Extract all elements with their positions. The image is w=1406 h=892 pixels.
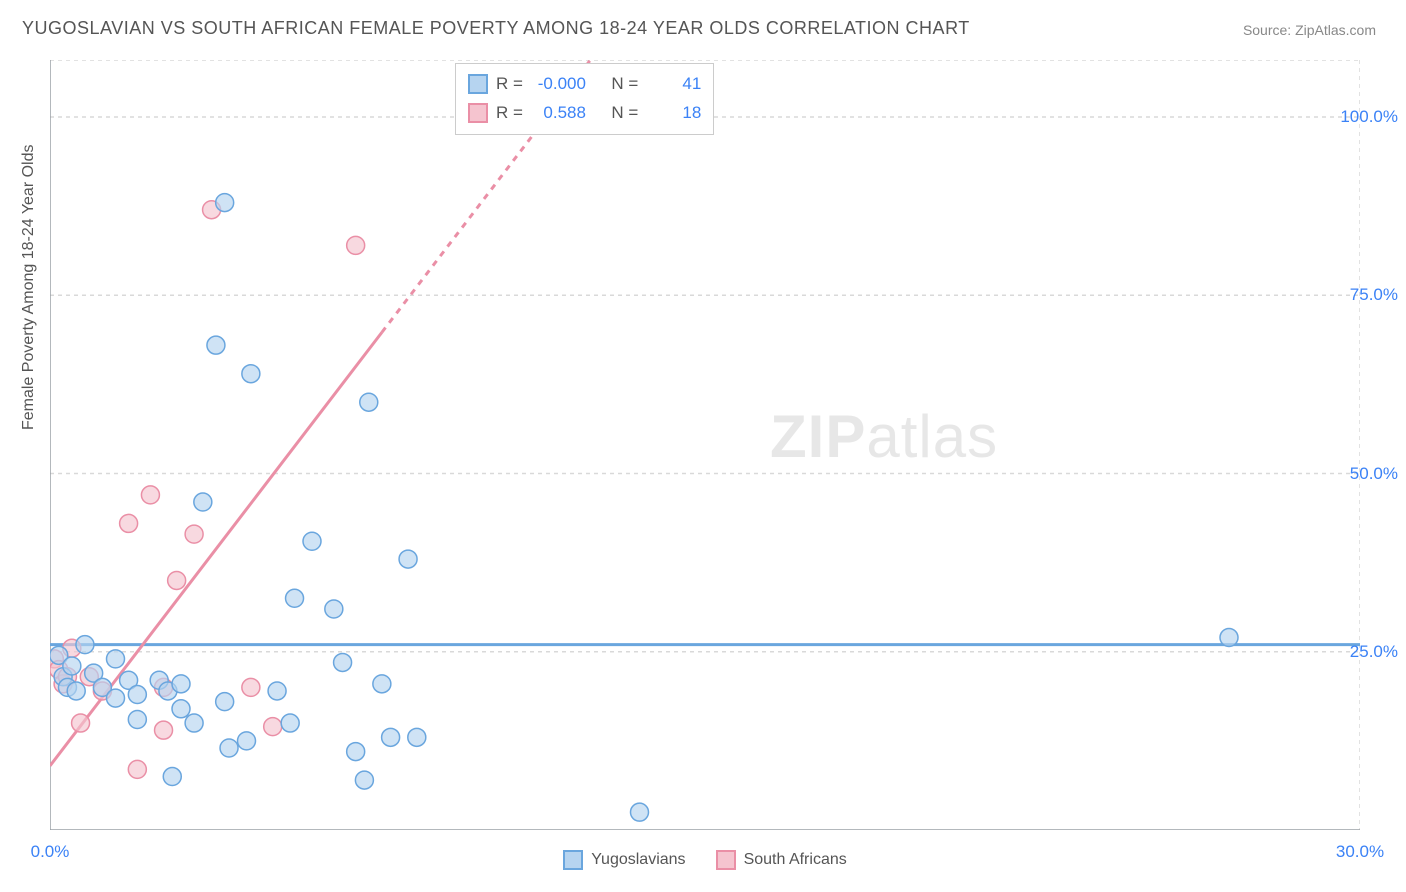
stats-row-yugoslavians: R =-0.000 N =41: [468, 70, 701, 99]
y-axis-label: Female Poverty Among 18-24 Year Olds: [20, 145, 38, 431]
legend-item-yugoslavians: Yugoslavians: [563, 850, 685, 870]
scatter-chart: [50, 60, 1360, 830]
y-tick-label: 25.0%: [1350, 642, 1398, 662]
y-tick-label: 75.0%: [1350, 285, 1398, 305]
stats-swatch-icon: [468, 74, 488, 94]
legend: Yugoslavians South Africans: [50, 840, 1360, 880]
y-tick-label: 50.0%: [1350, 464, 1398, 484]
stats-swatch-icon: [468, 103, 488, 123]
correlation-stats-box: R =-0.000 N =41 R =0.588 N =18: [455, 63, 714, 135]
chart-title: YUGOSLAVIAN VS SOUTH AFRICAN FEMALE POVE…: [22, 18, 970, 39]
legend-item-south_africans: South Africans: [716, 850, 847, 870]
legend-swatch-icon: [716, 850, 736, 870]
legend-swatch-icon: [563, 850, 583, 870]
legend-label: South Africans: [744, 851, 847, 869]
y-tick-label: 100.0%: [1340, 107, 1398, 127]
source-attribution: Source: ZipAtlas.com: [1243, 22, 1376, 38]
x-tick-label: 0.0%: [31, 842, 70, 862]
x-tick-label: 30.0%: [1336, 842, 1384, 862]
stats-row-south_africans: R =0.588 N =18: [468, 99, 701, 128]
legend-label: Yugoslavians: [591, 851, 685, 869]
